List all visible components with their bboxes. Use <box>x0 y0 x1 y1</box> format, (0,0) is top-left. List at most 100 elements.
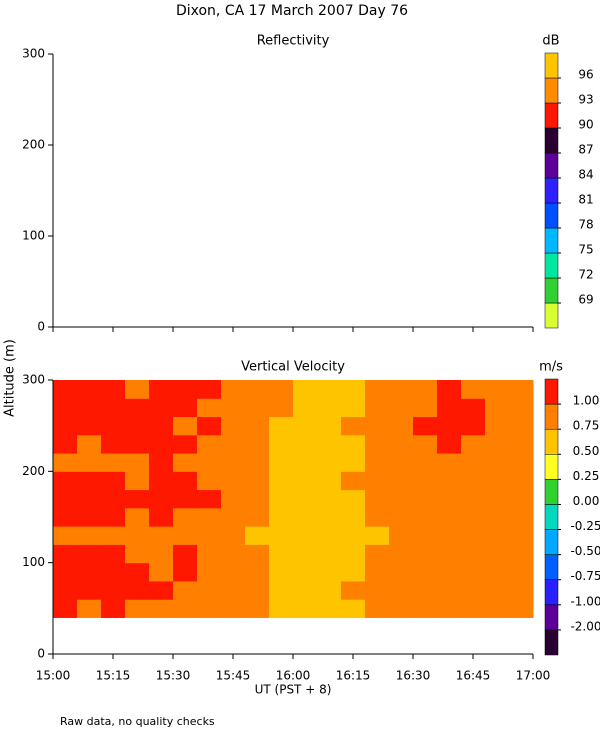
heatmap-cell <box>173 434 198 454</box>
heatmap-cell <box>365 398 390 418</box>
heatmap-cell <box>125 507 150 527</box>
heatmap-cell <box>437 416 462 436</box>
heatmap-cell <box>413 562 438 582</box>
heatmap-cell <box>149 434 174 454</box>
heatmap-cell <box>269 416 294 436</box>
heatmap-cell <box>389 507 414 527</box>
heatmap-cell <box>461 434 486 454</box>
colorbar-segment <box>544 202 559 229</box>
heatmap-cell <box>461 544 486 564</box>
heatmap-cell <box>221 434 246 454</box>
heatmap-cell <box>221 416 246 436</box>
heatmap-cell <box>461 580 486 600</box>
heatmap-cell <box>485 489 510 509</box>
heatmap-cell <box>149 398 174 418</box>
heatmap-cell <box>125 562 150 582</box>
heatmap-cell <box>341 398 366 418</box>
heatmap-cell <box>149 380 174 399</box>
heatmap-cell <box>365 599 390 618</box>
heatmap-cell <box>77 562 102 582</box>
heatmap-cell <box>413 380 438 399</box>
heatmap-cell <box>125 416 150 436</box>
heatmap-cell <box>485 507 510 527</box>
y-tick-label: 100 <box>22 229 45 243</box>
heatmap-cell <box>149 453 174 472</box>
heatmap-cell <box>245 434 270 454</box>
colorbar-segment <box>544 504 559 530</box>
colorbar-tick-label: -0.25 <box>570 519 600 533</box>
heatmap-cell <box>77 526 102 545</box>
heatmap-cell <box>53 544 78 564</box>
heatmap-cell <box>221 398 246 418</box>
heatmap-cell <box>485 580 510 600</box>
heatmap-cell <box>173 599 198 618</box>
heatmap-cell <box>53 489 78 509</box>
heatmap-cell <box>101 526 126 545</box>
colorbar-tick-label: -2.00 <box>570 619 600 633</box>
heatmap-cell <box>437 507 462 527</box>
heatmap-cell <box>365 562 390 582</box>
heatmap-cell <box>389 489 414 509</box>
heatmap-cell <box>77 453 102 472</box>
x-tick-label: 15:45 <box>216 669 251 683</box>
colorbar-segment <box>544 177 559 204</box>
heatmap-cell <box>293 544 318 564</box>
heatmap-cell <box>365 453 390 472</box>
heatmap-cell <box>269 526 294 545</box>
colorbar-tick-label: 78 <box>578 218 593 232</box>
colorbar-segment <box>544 454 559 480</box>
heatmap-cell <box>341 507 366 527</box>
heatmap-cell <box>101 453 126 472</box>
heatmap-cell <box>461 471 486 491</box>
heatmap-cell <box>317 434 342 454</box>
footnote: Raw data, no quality checks <box>60 715 215 728</box>
heatmap-cell <box>485 562 510 582</box>
heatmap-cell <box>317 580 342 600</box>
x-tick-label: 16:15 <box>336 669 371 683</box>
heatmap-cell <box>197 416 222 436</box>
colorbar-tick-label: 0.75 <box>573 419 600 433</box>
x-tick-label: 15:30 <box>156 669 191 683</box>
heatmap-cell <box>413 416 438 436</box>
colorbar-tick-label: 0.50 <box>573 444 600 458</box>
y-tick-label: 0 <box>37 647 45 661</box>
heatmap-cell <box>437 398 462 418</box>
colorbar-segment <box>544 252 559 279</box>
heatmap-cell <box>485 416 510 436</box>
heatmap-cell <box>317 398 342 418</box>
heatmap-cell <box>389 544 414 564</box>
heatmap-cell <box>509 562 534 582</box>
heatmap-cell <box>197 380 222 399</box>
heatmap-cell <box>101 416 126 436</box>
heatmap-cell <box>173 544 198 564</box>
heatmap-cell <box>293 398 318 418</box>
heatmap-cell <box>485 380 510 399</box>
heatmap-cell <box>221 380 246 399</box>
heatmap-cell <box>293 380 318 399</box>
heatmap-cell <box>317 562 342 582</box>
heatmap-cell <box>53 471 78 491</box>
colorbar-segment <box>544 479 559 505</box>
heatmap-cell <box>485 599 510 618</box>
heatmap-cell <box>221 489 246 509</box>
heatmap-cell <box>125 398 150 418</box>
heatmap-cell <box>125 453 150 472</box>
colorbar-tick-label: 1.00 <box>573 394 600 408</box>
heatmap-cell <box>77 471 102 491</box>
heatmap-cell <box>461 453 486 472</box>
heatmap-cell <box>389 580 414 600</box>
heatmap-cell <box>245 580 270 600</box>
heatmap-cell <box>365 507 390 527</box>
heatmap-cell <box>317 544 342 564</box>
heatmap-cell <box>413 434 438 454</box>
heatmap-cell <box>437 453 462 472</box>
colorbar-segment <box>544 579 559 606</box>
heatmap-cell <box>413 471 438 491</box>
heatmap-cell <box>245 471 270 491</box>
y-tick-label: 200 <box>22 464 45 478</box>
heatmap-cell <box>149 416 174 436</box>
heatmap-cell <box>485 434 510 454</box>
heatmap-cell <box>53 416 78 436</box>
heatmap-cell <box>317 489 342 509</box>
colorbar-segment <box>544 227 559 254</box>
